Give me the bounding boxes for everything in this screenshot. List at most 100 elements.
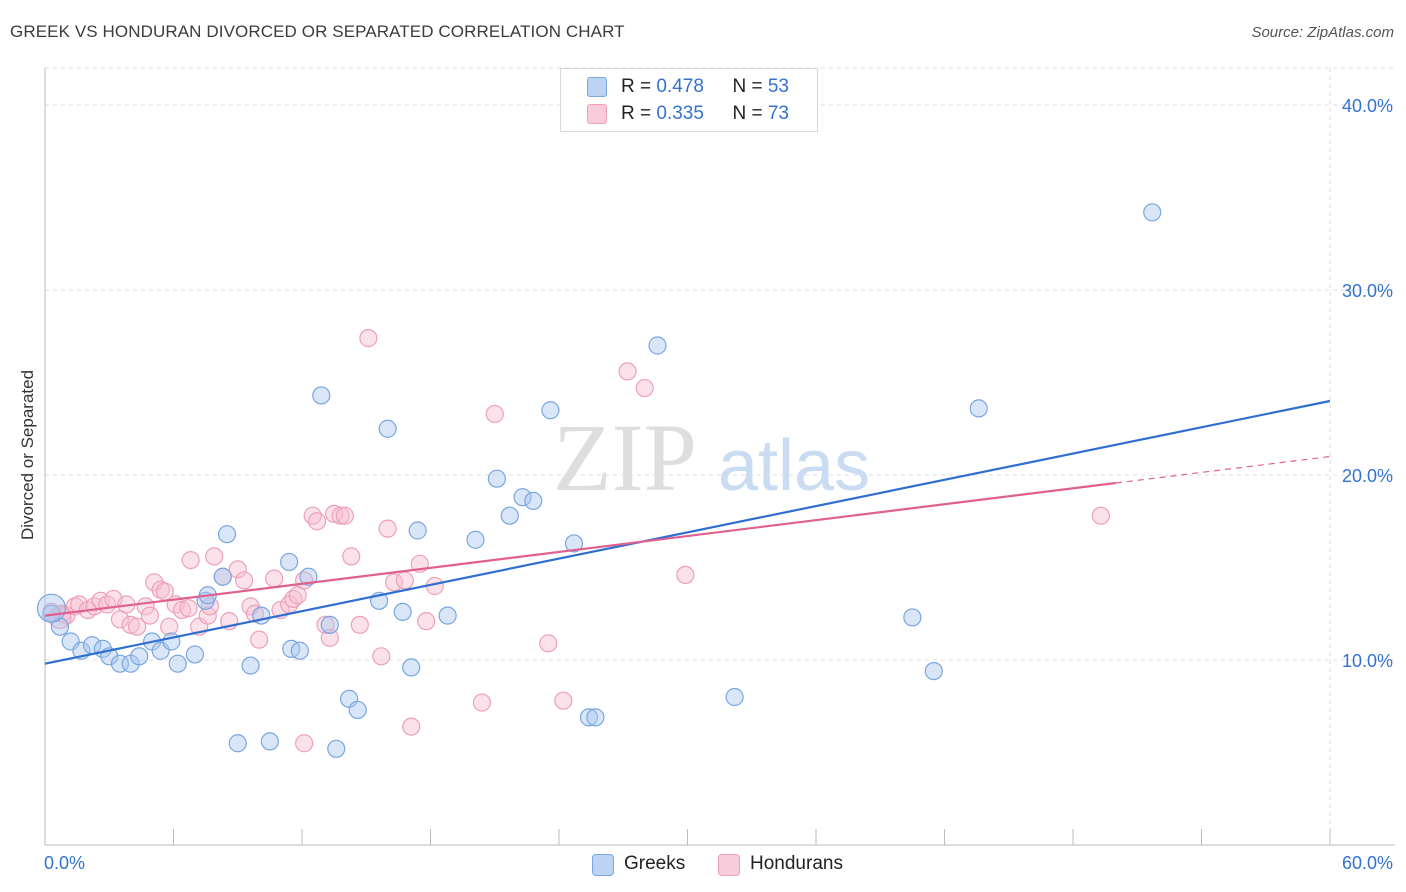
greek-point — [393, 602, 412, 622]
honduran-point — [402, 717, 421, 736]
x-tick-label-end: 60.0% — [1342, 853, 1393, 873]
hondurans-trend-line — [44, 481, 1116, 617]
greek-point — [586, 708, 605, 727]
source-label: Source: ZipAtlas.com — [1251, 24, 1394, 41]
greek-point — [969, 399, 988, 418]
watermark-atlas: atlas — [718, 426, 870, 506]
greek-point — [524, 491, 543, 510]
greek-point — [500, 506, 519, 525]
watermark: ZIP atlas — [553, 404, 870, 511]
greek-point — [408, 521, 427, 540]
honduran-point — [181, 550, 200, 570]
honduran-point — [378, 519, 397, 538]
honduran-point — [179, 599, 198, 618]
honduran-point — [350, 615, 369, 634]
greek-point — [648, 336, 667, 355]
greek-point — [185, 645, 205, 664]
tick-labels: 10.0% 20.0% 30.0% 40.0% 0.0% 60.0% — [44, 96, 1393, 873]
greek-point — [110, 654, 130, 673]
hondurans-r-value: 0.335 — [656, 103, 704, 124]
greek-point — [348, 700, 367, 720]
honduran-point — [635, 378, 654, 398]
honduran-point — [1091, 506, 1110, 525]
axes — [44, 68, 1395, 846]
greek-point — [320, 615, 339, 634]
greek-point — [513, 488, 532, 507]
y-tick-label: 30.0% — [1342, 281, 1393, 301]
greek-point — [402, 658, 421, 677]
honduran-point — [172, 600, 192, 620]
greek-point — [228, 734, 247, 753]
hondurans-points — [42, 329, 1110, 753]
greek-point — [290, 641, 309, 660]
greek-point — [725, 687, 744, 707]
greek-point — [327, 739, 346, 758]
greek-point — [168, 654, 187, 673]
greek-point — [1143, 203, 1162, 222]
greek-point — [579, 708, 599, 727]
greek-point — [564, 534, 584, 553]
honduran-point — [205, 547, 224, 566]
honduran-point — [245, 604, 264, 623]
greeks-r-value: 0.478 — [656, 76, 704, 97]
watermark-zip: ZIP — [553, 404, 697, 511]
hondurans-n-label: N = — [732, 103, 768, 124]
honduran-point — [235, 571, 254, 590]
honduran-point — [472, 693, 491, 712]
greek-point — [217, 525, 237, 544]
greek-point — [924, 661, 943, 681]
honduran-point — [359, 329, 378, 348]
honduran-point — [295, 734, 314, 753]
hondurans-r-label: R = — [621, 103, 657, 124]
greek-point — [50, 617, 70, 636]
honduran-point — [618, 362, 637, 381]
hondurans-legend-label: Hondurans — [750, 853, 843, 874]
x-tick-label-start: 0.0% — [44, 853, 85, 873]
honduran-point — [228, 560, 247, 579]
honduran-point — [335, 506, 354, 525]
greek-point — [260, 732, 279, 751]
honduran-point — [127, 617, 147, 636]
greeks-points — [36, 203, 1162, 758]
greeks-legend-label: Greeks — [624, 853, 686, 874]
honduran-point — [265, 569, 284, 588]
honduran-point — [121, 615, 140, 634]
greek-point — [312, 386, 331, 405]
greek-point — [130, 647, 149, 666]
honduran-point — [485, 404, 504, 424]
chart-title: GREEK VS HONDURAN DIVORCED OR SEPARATED … — [10, 22, 625, 41]
greek-point — [213, 567, 232, 586]
greeks-legend-swatch — [592, 854, 614, 876]
y-tick-label: 20.0% — [1342, 466, 1393, 486]
greeks-swatch — [587, 77, 607, 97]
greek-point — [438, 606, 457, 625]
honduran-point — [250, 630, 269, 649]
honduran-point — [342, 547, 361, 566]
trend-lines — [44, 399, 1331, 665]
greek-point — [487, 469, 506, 488]
honduran-point — [320, 628, 339, 647]
greek-point — [541, 401, 560, 420]
honduran-point — [331, 506, 350, 525]
honduran-point — [372, 647, 391, 666]
honduran-point — [140, 606, 160, 625]
greek-point — [903, 608, 922, 627]
greeks-r-label: R = — [621, 76, 657, 97]
hondurans-n-value: 73 — [767, 103, 789, 124]
correlation-legend: R = 0.478 N = 53 R = 0.335 N = 73 — [560, 68, 818, 132]
honduran-point — [307, 512, 327, 531]
greeks-n-label: N = — [732, 76, 768, 97]
greek-point — [466, 530, 485, 549]
honduran-point — [676, 565, 695, 585]
greek-point — [378, 419, 397, 438]
honduran-point — [160, 617, 179, 636]
greek-point — [280, 552, 299, 572]
honduran-point — [554, 691, 573, 710]
hondurans-trend-extension — [1115, 455, 1331, 484]
honduran-point — [417, 612, 436, 631]
y-tick-label: 10.0% — [1342, 651, 1393, 671]
y-tick-label: 40.0% — [1342, 96, 1393, 116]
greek-point — [299, 567, 318, 586]
y-axis-label: Divorced or Separated — [18, 370, 37, 540]
